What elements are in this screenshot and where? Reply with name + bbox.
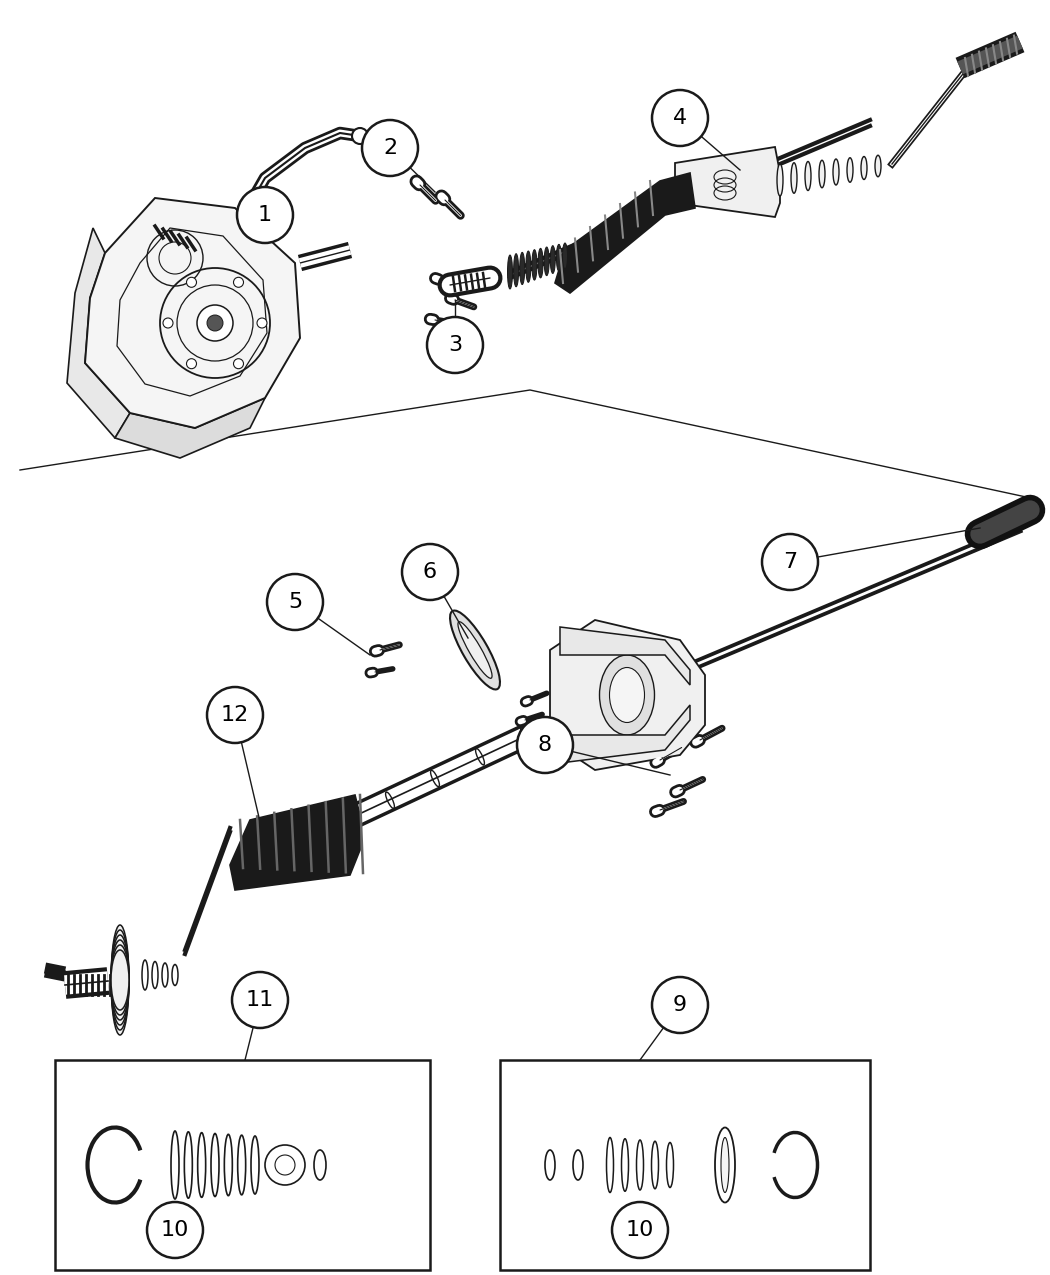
Polygon shape [555, 173, 695, 293]
Ellipse shape [651, 1141, 658, 1188]
Circle shape [352, 128, 367, 144]
Polygon shape [67, 228, 130, 439]
Circle shape [233, 277, 244, 287]
Circle shape [187, 277, 196, 287]
Ellipse shape [185, 1132, 192, 1198]
Ellipse shape [520, 252, 525, 284]
Text: 10: 10 [626, 1220, 654, 1241]
Circle shape [197, 305, 233, 340]
Text: 3: 3 [448, 335, 462, 354]
Circle shape [237, 187, 293, 244]
Ellipse shape [111, 950, 129, 1010]
Ellipse shape [111, 924, 129, 1035]
Ellipse shape [111, 935, 129, 1025]
Ellipse shape [875, 156, 881, 177]
Ellipse shape [563, 244, 567, 269]
Ellipse shape [556, 245, 562, 272]
Ellipse shape [607, 1137, 613, 1192]
Circle shape [652, 977, 708, 1033]
Ellipse shape [636, 1140, 644, 1190]
Text: 9: 9 [673, 994, 687, 1015]
Ellipse shape [507, 255, 512, 289]
Ellipse shape [667, 1142, 673, 1187]
Ellipse shape [251, 1136, 259, 1193]
Ellipse shape [721, 1137, 729, 1192]
Ellipse shape [111, 929, 129, 1030]
Text: 1: 1 [258, 205, 272, 224]
Ellipse shape [861, 157, 867, 180]
Ellipse shape [450, 611, 500, 690]
Ellipse shape [805, 162, 811, 190]
Circle shape [427, 317, 483, 374]
Ellipse shape [111, 945, 129, 1015]
Circle shape [362, 120, 418, 176]
Ellipse shape [847, 158, 853, 182]
Circle shape [207, 315, 223, 332]
Ellipse shape [458, 622, 492, 678]
Ellipse shape [225, 1135, 232, 1196]
Ellipse shape [550, 246, 555, 273]
Circle shape [257, 317, 267, 328]
Ellipse shape [513, 254, 519, 287]
Polygon shape [675, 147, 780, 217]
Circle shape [762, 534, 818, 590]
Circle shape [267, 574, 323, 630]
Circle shape [517, 717, 573, 773]
Ellipse shape [791, 163, 797, 194]
Ellipse shape [777, 164, 783, 196]
Circle shape [652, 91, 708, 147]
Ellipse shape [833, 159, 839, 185]
Ellipse shape [600, 655, 654, 734]
Ellipse shape [573, 1150, 583, 1179]
Ellipse shape [237, 1135, 246, 1195]
Polygon shape [550, 620, 705, 770]
Polygon shape [560, 627, 690, 685]
Circle shape [233, 358, 244, 368]
Text: 10: 10 [161, 1220, 189, 1241]
Text: 12: 12 [220, 705, 249, 725]
Text: 5: 5 [288, 592, 302, 612]
Ellipse shape [538, 249, 543, 278]
Ellipse shape [609, 668, 645, 723]
Ellipse shape [544, 247, 549, 275]
Ellipse shape [197, 1132, 206, 1197]
Ellipse shape [171, 1131, 178, 1198]
Polygon shape [230, 796, 360, 890]
Polygon shape [560, 705, 690, 762]
Ellipse shape [715, 1127, 735, 1202]
Text: 6: 6 [423, 562, 437, 581]
Ellipse shape [545, 1150, 555, 1179]
Polygon shape [116, 398, 265, 458]
Polygon shape [85, 198, 300, 428]
Circle shape [232, 972, 288, 1028]
Circle shape [612, 1202, 668, 1258]
Text: 7: 7 [783, 552, 797, 572]
Circle shape [187, 358, 196, 368]
Ellipse shape [314, 1150, 326, 1179]
Circle shape [265, 1145, 304, 1184]
Ellipse shape [526, 251, 531, 282]
Ellipse shape [532, 250, 537, 280]
Text: 4: 4 [673, 108, 687, 128]
Text: 11: 11 [246, 989, 274, 1010]
Ellipse shape [211, 1133, 219, 1196]
Circle shape [207, 687, 262, 743]
Ellipse shape [111, 940, 129, 1020]
Text: 2: 2 [383, 138, 397, 158]
Ellipse shape [819, 161, 825, 187]
Circle shape [402, 544, 458, 601]
Circle shape [237, 205, 253, 221]
Circle shape [147, 1202, 203, 1258]
Text: 8: 8 [538, 734, 552, 755]
Ellipse shape [622, 1139, 629, 1191]
Circle shape [163, 317, 173, 328]
